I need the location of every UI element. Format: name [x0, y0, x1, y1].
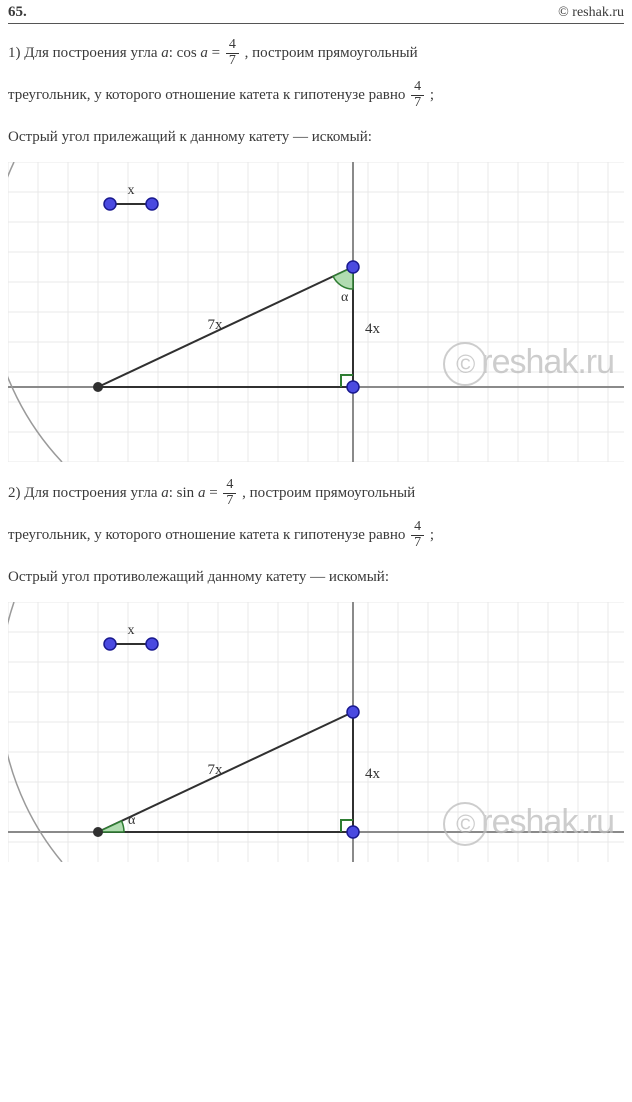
fraction: 47 [226, 38, 239, 68]
diagram-1: α7x4xx ©reshak.ru [8, 162, 624, 462]
page-header: 65. © reshak.ru [8, 4, 624, 24]
part1-line2: треугольник, у которого отношение катета… [8, 74, 624, 116]
part1-line1: 1) Для построения угла a: cos a = 47 , п… [8, 32, 624, 74]
fraction: 47 [411, 520, 424, 550]
part2-line2: треугольник, у которого отношение катета… [8, 514, 624, 556]
part2-line1: 2) Для построения угла a: sin a = 47 , п… [8, 472, 624, 514]
problem-number: 65. [8, 4, 27, 21]
svg-text:α: α [341, 290, 349, 305]
svg-text:7x: 7x [208, 317, 224, 333]
part1-line3: Острый угол прилежащий к данному катету … [8, 116, 624, 158]
svg-text:4x: 4x [365, 321, 381, 337]
diagram-2: α7x4xx ©reshak.ru [8, 602, 624, 862]
svg-text:x: x [128, 183, 135, 198]
site-credit: © reshak.ru [558, 5, 624, 21]
svg-text:7x: 7x [208, 762, 224, 778]
svg-text:α: α [128, 813, 136, 828]
part2-line3: Острый угол противолежащий данному катет… [8, 556, 624, 598]
svg-text:4x: 4x [365, 766, 381, 782]
svg-text:x: x [128, 623, 135, 638]
fraction: 47 [411, 80, 424, 110]
fraction: 47 [223, 478, 236, 508]
